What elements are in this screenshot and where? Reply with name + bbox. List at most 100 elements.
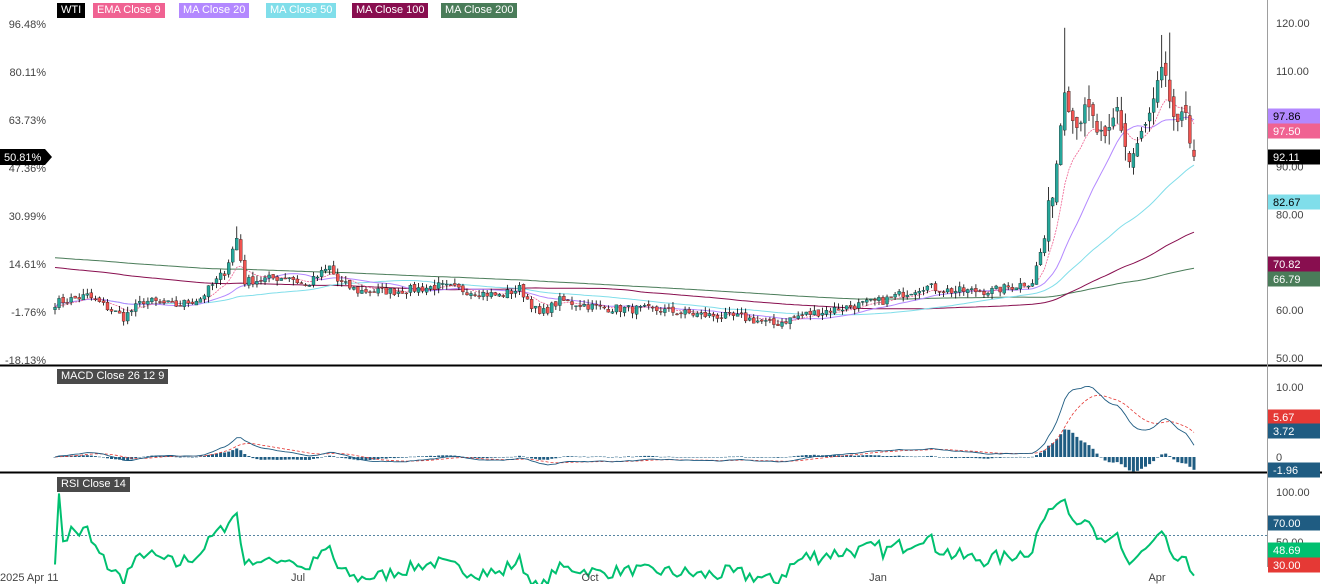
candle-body xyxy=(1095,121,1099,133)
ma200-line xyxy=(54,257,1195,300)
candle-body xyxy=(372,291,376,293)
macd-hist-bar xyxy=(166,455,170,457)
candle-body xyxy=(731,312,736,316)
macd-hist-bar xyxy=(1103,457,1107,461)
pct-tick-label: 63.73% xyxy=(9,115,47,127)
candle-body xyxy=(1046,200,1051,242)
candle-body xyxy=(869,299,873,301)
candle-body xyxy=(533,305,538,309)
candle-body xyxy=(707,313,711,317)
candle-body xyxy=(574,305,578,307)
candle-body xyxy=(865,299,869,303)
pct-tick-label: 80.11% xyxy=(10,67,47,79)
candle-body xyxy=(538,306,542,314)
macd-hist-bar xyxy=(586,456,590,458)
legend-item: MA Close 100 xyxy=(352,3,429,18)
macd-hist-bar xyxy=(283,457,287,460)
candle-body xyxy=(772,318,776,325)
candle-body xyxy=(489,292,493,297)
candle-body xyxy=(687,309,691,314)
candle-body xyxy=(255,281,259,285)
candle-body xyxy=(231,248,235,263)
candle-body xyxy=(816,309,821,317)
candle-body xyxy=(267,274,271,279)
macd-hist-bar xyxy=(1144,457,1147,467)
macd-hist-bar xyxy=(1030,456,1034,458)
candle-body xyxy=(53,307,57,310)
macd-hist-bar xyxy=(505,456,509,458)
candle-body xyxy=(77,297,81,300)
macd-hist-bar xyxy=(796,455,800,457)
macd-hist-bar xyxy=(1111,457,1115,463)
candle-body xyxy=(744,312,748,322)
macd-hist-bar xyxy=(764,457,768,458)
rsi-pane xyxy=(53,493,1267,584)
candle-body xyxy=(966,289,970,293)
macd-hist-bar xyxy=(869,455,873,457)
candle-body xyxy=(578,305,582,307)
candle-body xyxy=(909,293,913,296)
macd-badge-bg xyxy=(1268,462,1320,478)
macd-hist-bar xyxy=(610,457,614,458)
candle-body xyxy=(796,315,800,319)
macd-hist-bar xyxy=(485,457,489,459)
macd-hist-bar xyxy=(1043,450,1046,457)
macd-hist-bar xyxy=(643,455,647,457)
macd-hist-bar xyxy=(1123,457,1127,468)
candle-body xyxy=(275,276,279,281)
candle-body xyxy=(493,292,497,296)
candle-body xyxy=(618,305,623,312)
candle-body xyxy=(424,287,429,293)
macd-hist-bar xyxy=(752,457,756,458)
rsi-badge-label: 30.00 xyxy=(1273,560,1301,572)
candle-body xyxy=(626,305,631,307)
legend-item: MA Close 50 xyxy=(266,3,337,18)
candle-body xyxy=(319,270,324,277)
candle-body xyxy=(521,284,526,298)
candle-body xyxy=(392,288,396,295)
candle-body xyxy=(166,300,170,303)
macd-hist-bar xyxy=(566,456,570,457)
candle-body xyxy=(849,305,853,308)
candle-body xyxy=(780,322,784,327)
macd-hist-bar xyxy=(328,455,332,457)
candle-body xyxy=(81,294,85,301)
macd-hist-bar xyxy=(295,457,299,460)
macd-hist-bar xyxy=(404,457,408,458)
price-badge-bg xyxy=(1268,271,1320,287)
macd-hist-bar xyxy=(182,456,186,458)
legend-item: EMA Close 9 xyxy=(93,3,165,18)
candle-body xyxy=(1099,130,1103,132)
macd-hist-bar xyxy=(1099,457,1103,458)
candle-body xyxy=(186,300,190,304)
macd-hist-bar xyxy=(384,457,388,459)
candle-body xyxy=(505,289,510,299)
candle-body xyxy=(857,302,861,309)
macd-hist-bar xyxy=(194,456,198,458)
macd-hist-bar xyxy=(760,457,764,458)
macd-hist-bar xyxy=(804,455,808,457)
candle-body xyxy=(570,301,574,305)
macd-hist-bar xyxy=(542,457,546,460)
macd-hist-bar xyxy=(1152,457,1156,462)
candle-body xyxy=(69,297,73,303)
macd-hist-bar xyxy=(958,457,962,458)
macd-pane xyxy=(53,385,1196,472)
candle-body xyxy=(792,316,796,318)
candle-body xyxy=(497,294,501,297)
candle-body xyxy=(1067,91,1071,112)
candle-body xyxy=(525,296,530,300)
macd-hist-bar xyxy=(618,457,622,458)
macd-hist-bar xyxy=(126,457,130,460)
macd-hist-bar xyxy=(978,457,982,459)
candle-body xyxy=(307,285,312,287)
candle-body xyxy=(982,291,986,295)
macd-hist-bar xyxy=(497,457,501,458)
candle-body xyxy=(428,286,433,290)
candle-body xyxy=(101,300,106,303)
candle-body xyxy=(776,323,780,326)
candle-body xyxy=(182,299,186,307)
macd-hist-bar xyxy=(336,457,340,458)
macd-hist-bar xyxy=(513,456,517,458)
candle-body xyxy=(368,291,372,293)
